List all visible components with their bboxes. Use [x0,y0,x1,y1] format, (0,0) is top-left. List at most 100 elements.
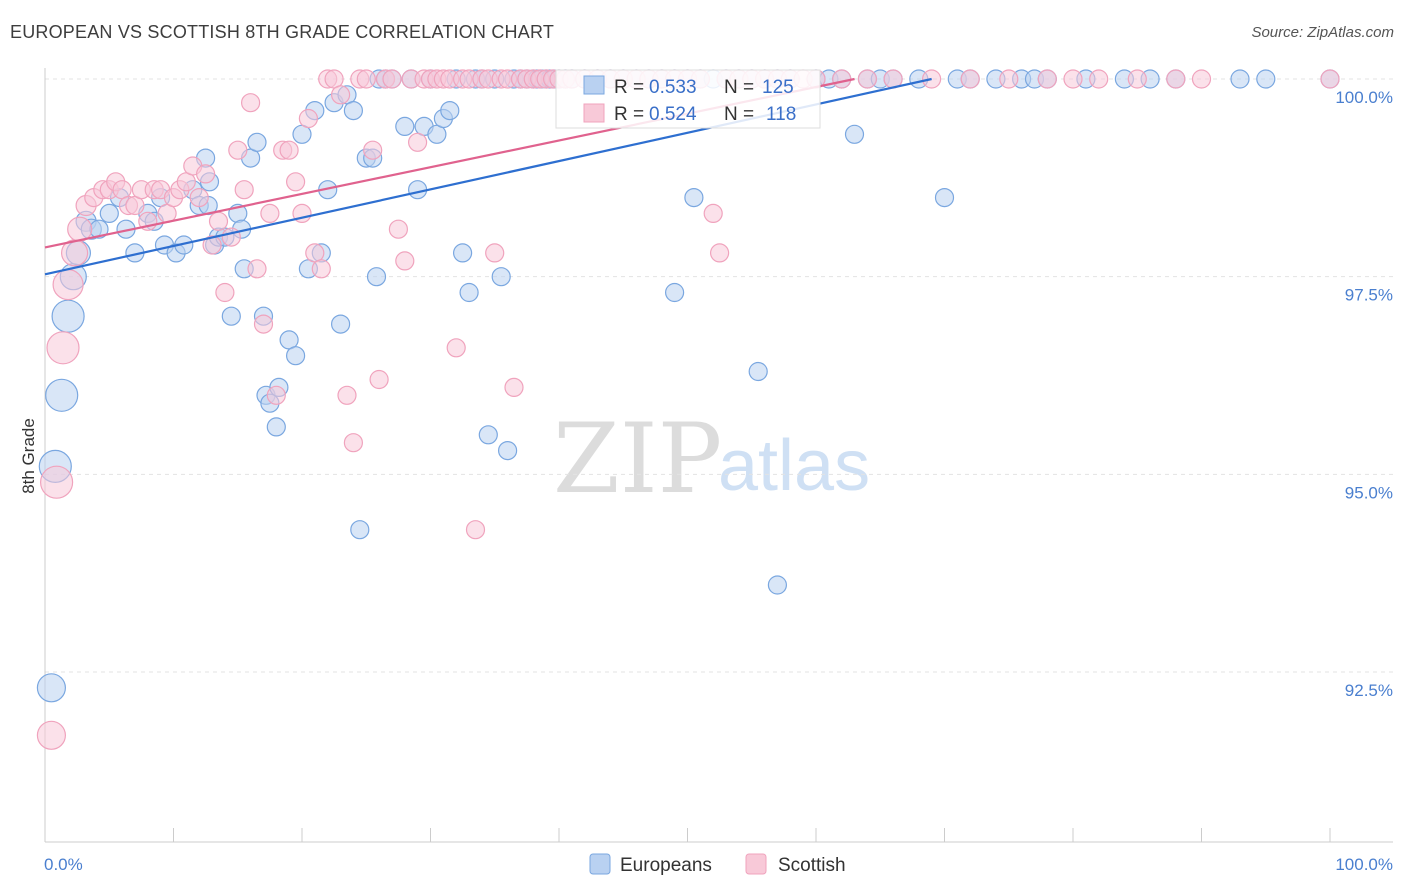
point-europeans [395,116,415,137]
point-europeans [45,378,79,412]
point-scottish [832,69,852,89]
series-legend: Europeans Scottish [589,853,846,876]
legend-r-europeans: 0.533 [649,77,697,98]
point-scottish [1127,69,1147,89]
legend-r-label-scottish: R = [614,104,644,125]
source-note: Source: ZipAtlas.com [1251,24,1394,41]
point-scottish [337,385,357,405]
legend-n-label-europeans: N = [724,77,754,98]
point-europeans [408,180,428,200]
point-scottish [408,132,428,152]
point-scottish [1063,69,1083,89]
point-scottish [1191,69,1212,89]
chart-title: EUROPEAN VS SCOTTISH 8TH GRADE CORRELATI… [10,22,555,42]
point-scottish [253,314,274,334]
point-scottish [485,243,505,263]
point-scottish [363,140,383,160]
point-europeans [453,243,473,263]
point-europeans [440,100,460,121]
point-europeans [266,417,286,437]
point-scottish [39,465,74,499]
point-europeans [366,267,387,287]
point-scottish [305,243,325,263]
point-scottish [286,172,306,192]
point-scottish [196,164,216,184]
point-scottish [1320,69,1340,89]
series-europeans-points [36,69,1340,703]
point-europeans [343,100,363,121]
legend-swatch-scottish [583,103,605,123]
legend-n-label-scottish: N = [724,104,754,125]
point-scottish [703,203,723,223]
point-scottish [999,69,1019,89]
point-scottish [52,269,84,301]
point-scottish [960,69,980,89]
point-europeans [247,132,267,152]
point-scottish [202,235,222,255]
point-scottish [234,180,254,200]
gridlines [45,78,1393,673]
legend-r-scottish: 0.524 [649,104,697,125]
point-europeans [99,203,119,223]
point-europeans [748,361,768,382]
point-scottish [36,720,67,750]
point-europeans [459,282,479,303]
point-scottish [709,243,730,263]
point-europeans [767,575,788,595]
stats-legend: R = 0.533 N = 125 R = 0.524 N = 118 [555,69,821,129]
y-tick-label: 95.0% [1345,483,1393,502]
axes: 100.0% 97.5% 95.0% 92.5% [44,68,1393,843]
series-legend-swatch-scottish [745,853,767,875]
point-europeans [331,314,351,334]
y-tick-label: 97.5% [1345,286,1393,305]
point-scottish [857,69,878,89]
point-europeans [934,188,955,208]
x-tick-label-left: 0.0% [44,855,83,874]
point-scottish [331,85,351,105]
series-legend-swatch-europeans [589,853,611,875]
point-scottish [1089,69,1109,89]
point-scottish [1166,69,1186,89]
point-scottish [382,69,402,89]
watermark-zip: ZIP [553,403,722,515]
point-scottish [369,369,389,390]
legend-n-scottish: 118 [766,104,796,125]
point-scottish [208,211,229,231]
point-europeans [51,299,85,333]
point-scottish [266,385,286,405]
point-europeans [286,346,306,366]
point-europeans [1256,69,1276,89]
point-europeans [684,188,704,208]
point-scottish [446,338,466,358]
point-scottish [504,377,524,397]
point-europeans [844,124,865,144]
point-europeans [1230,69,1250,89]
point-scottish [260,203,280,223]
point-scottish [356,69,376,89]
point-scottish [279,140,299,160]
series-legend-label-europeans: Europeans [620,855,712,876]
point-scottish [1037,69,1057,89]
y-axis-label: 8th Grade [19,418,38,494]
y-tick-label: 92.5% [1345,681,1393,700]
point-scottish [241,93,261,113]
legend-r-label-europeans: R = [614,77,644,98]
point-scottish [395,251,415,271]
point-europeans [491,267,511,287]
point-scottish [247,259,267,279]
point-scottish [311,259,331,279]
point-scottish [388,219,408,239]
point-scottish [215,282,235,303]
point-scottish [298,108,318,129]
legend-swatch-europeans [583,75,605,95]
point-europeans [498,441,518,461]
series-legend-label-scottish: Scottish [778,855,846,876]
point-scottish [228,140,248,160]
point-europeans [350,520,370,540]
point-scottish [46,331,80,365]
x-tick-label-right: 100.0% [1335,855,1393,874]
point-europeans [478,425,498,445]
point-europeans [664,282,685,303]
watermark-atlas: atlas [718,426,870,506]
